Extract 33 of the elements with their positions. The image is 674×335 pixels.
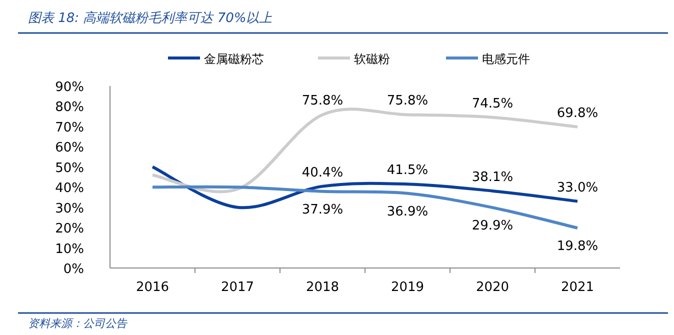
data-label: 75.8% — [386, 94, 428, 109]
y-tick-label: 70% — [55, 120, 84, 136]
x-tick-label: 2018 — [306, 280, 340, 295]
x-tick-label: 2020 — [476, 280, 510, 295]
data-label: 75.8% — [302, 94, 344, 109]
y-tick-label: 20% — [55, 222, 84, 237]
y-tick-label: 90% — [55, 80, 84, 95]
data-label: 40.4% — [302, 165, 344, 180]
data-label: 36.9% — [386, 204, 428, 220]
y-tick-label: 0% — [63, 262, 84, 277]
x-tick-label: 2016 — [136, 280, 170, 295]
data-label: 19.8% — [556, 238, 598, 254]
x-tick-label: 2021 — [560, 280, 594, 295]
data-label: 37.9% — [302, 202, 344, 218]
x-tick-label: 2017 — [220, 280, 254, 295]
legend-label: 电感元件 — [482, 52, 530, 66]
y-tick-label: 80% — [55, 100, 84, 116]
legend-label: 金属磁粉芯 — [204, 52, 264, 66]
text: 资料来源：公司公告 — [28, 317, 128, 330]
data-label: 41.5% — [386, 163, 428, 178]
y-tick-label: 10% — [55, 242, 84, 257]
data-label: 29.9% — [472, 218, 514, 234]
y-tick-label: 60% — [55, 140, 84, 156]
data-label: 74.5% — [472, 96, 514, 112]
x-tick-label: 2019 — [390, 280, 424, 295]
y-tick-label: 40% — [55, 181, 84, 196]
legend-label: 软磁粉 — [354, 52, 390, 66]
chart-title: 图表 18: 高端软磁粉毛利率可达 70%以上 — [28, 10, 272, 26]
data-label: 38.1% — [472, 170, 514, 185]
y-tick-label: 50% — [55, 160, 84, 176]
y-tick-label: 30% — [55, 201, 84, 216]
data-label: 33.0% — [556, 180, 598, 196]
data-label: 69.8% — [556, 106, 598, 121]
